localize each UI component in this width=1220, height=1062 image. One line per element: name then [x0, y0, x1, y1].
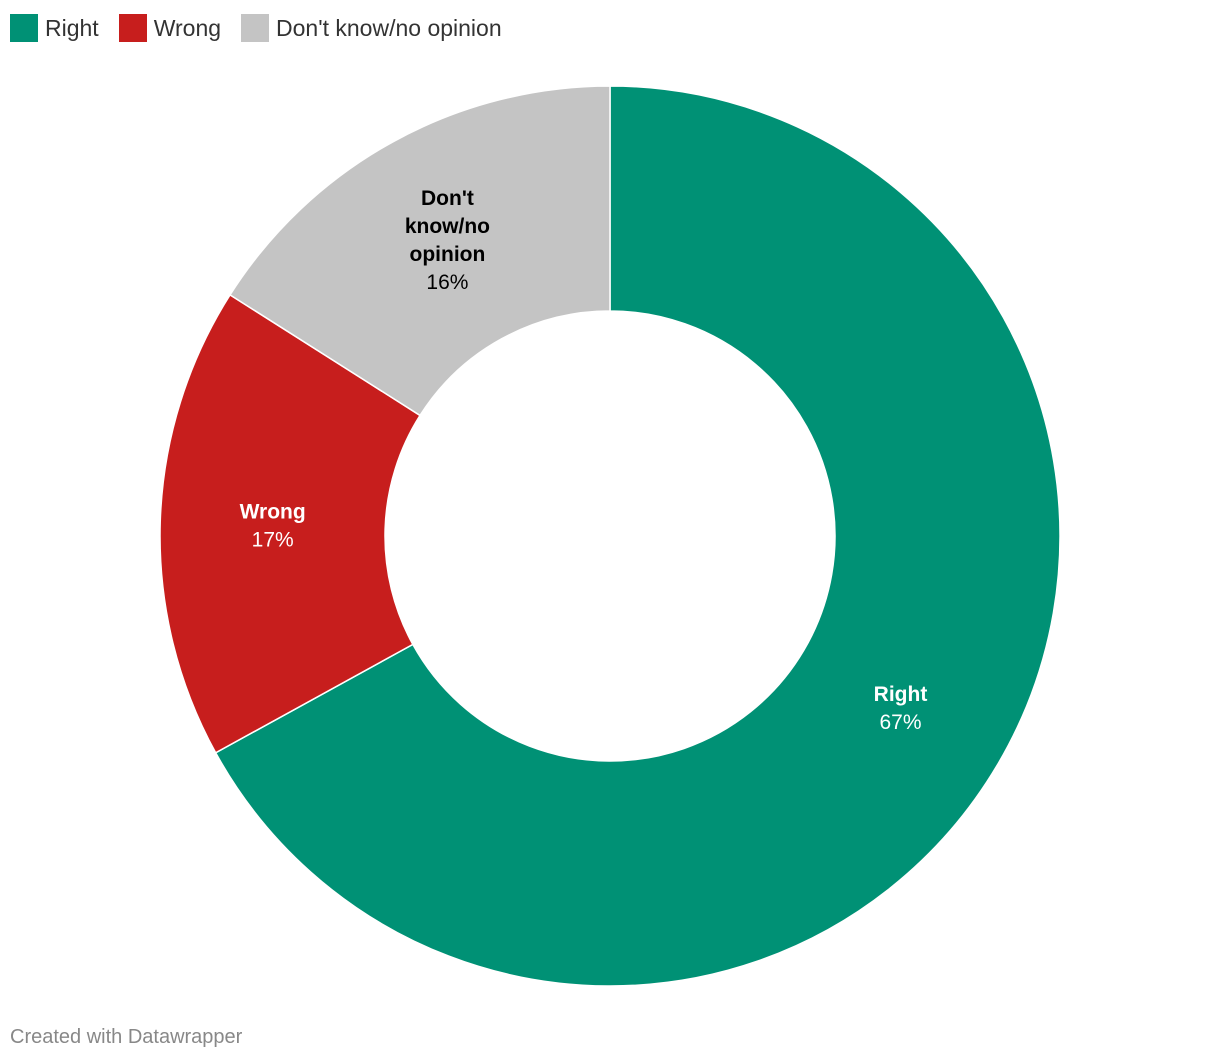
legend-item-dont-know: Don't know/no opinion	[241, 14, 502, 42]
slice-label-don-t-know-no-opinion: Don't know/no opinion 16%	[405, 187, 490, 294]
slice-value-label: 17%	[252, 528, 294, 551]
legend: Right Wrong Don't know/no opinion	[10, 12, 522, 44]
legend-label-wrong: Wrong	[153, 15, 222, 41]
slice-label-wrong: Wrong 17%	[240, 500, 306, 551]
donut-slice-wrong	[159, 293, 422, 754]
slice-name-label: Wrong	[240, 500, 306, 523]
datawrapper-credit: Created with Datawrapper	[10, 1026, 243, 1048]
legend-label-dont-know: Don't know/no opinion	[276, 15, 502, 41]
legend-swatch-wrong	[118, 14, 147, 42]
legend-item-wrong: Wrong	[118, 14, 222, 42]
donut-slice-don-t-know-no-opinion	[229, 85, 611, 417]
legend-label-right: Right	[45, 15, 99, 41]
donut-chart: Right 67% Wrong 17% Don't know/no opinion 16%	[159, 85, 1061, 987]
slice-name-label: Right	[874, 683, 928, 706]
donut-slice-right	[214, 85, 1061, 987]
legend-swatch-right	[10, 14, 38, 42]
slice-name-label: Don't know/no opinion	[405, 187, 490, 266]
legend-swatch-dont-know	[241, 14, 270, 42]
slice-label-right: Right 67%	[874, 683, 928, 734]
legend-item-right: Right	[10, 14, 99, 42]
slice-value-label: 16%	[426, 271, 468, 294]
slice-value-label: 67%	[879, 711, 921, 734]
